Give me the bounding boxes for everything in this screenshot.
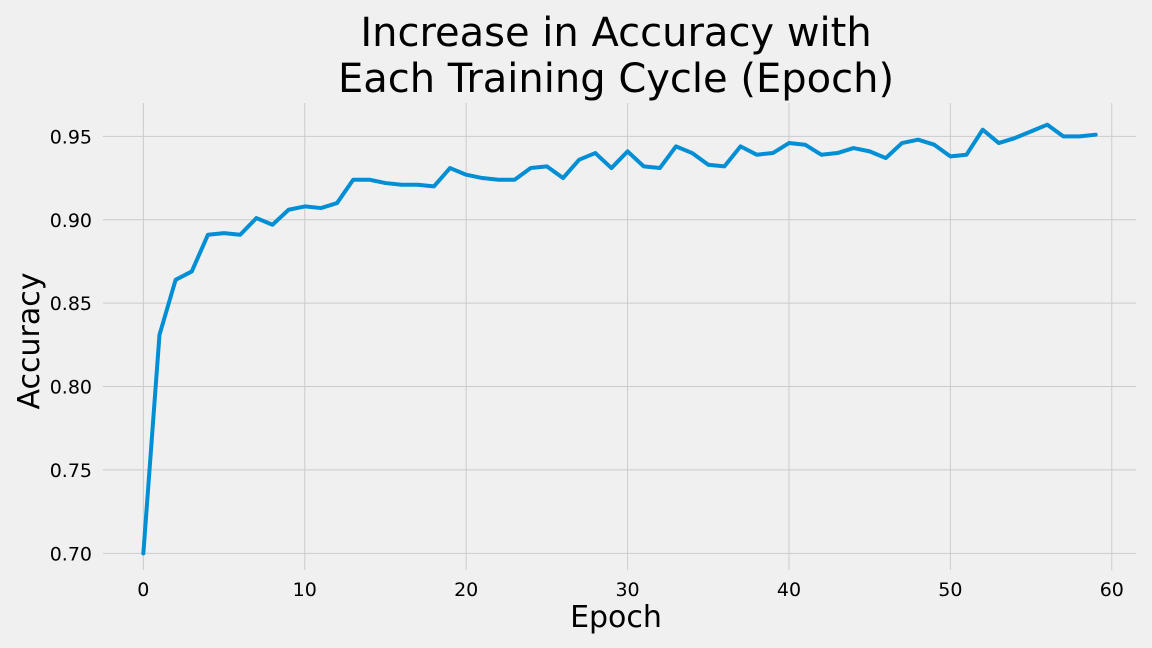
y-tick-label: 0.95	[50, 126, 92, 148]
x-tick-label: 10	[293, 579, 317, 601]
y-tick-label: 0.70	[50, 543, 92, 565]
series-line	[141, 122, 1098, 556]
x-tick-label: 30	[615, 579, 639, 601]
x-tick-label: 0	[137, 579, 149, 601]
chart-title-line-1: Increase in Accuracy with	[360, 10, 871, 56]
x-tick-label: 50	[938, 579, 962, 601]
x-tick-label: 20	[454, 579, 478, 601]
y-tick-label: 0.80	[50, 377, 92, 399]
x-axis-label: Epoch	[570, 600, 662, 635]
y-tick-label: 0.85	[50, 293, 92, 315]
chart-title-line-2: Each Training Cycle (Epoch)	[338, 56, 894, 102]
y-tick-label: 0.90	[50, 210, 92, 232]
x-tick-label: 60	[1100, 579, 1124, 601]
y-axis-label: Accuracy	[12, 273, 47, 410]
y-tick-label: 0.75	[50, 460, 92, 482]
x-tick-label: 40	[777, 579, 801, 601]
